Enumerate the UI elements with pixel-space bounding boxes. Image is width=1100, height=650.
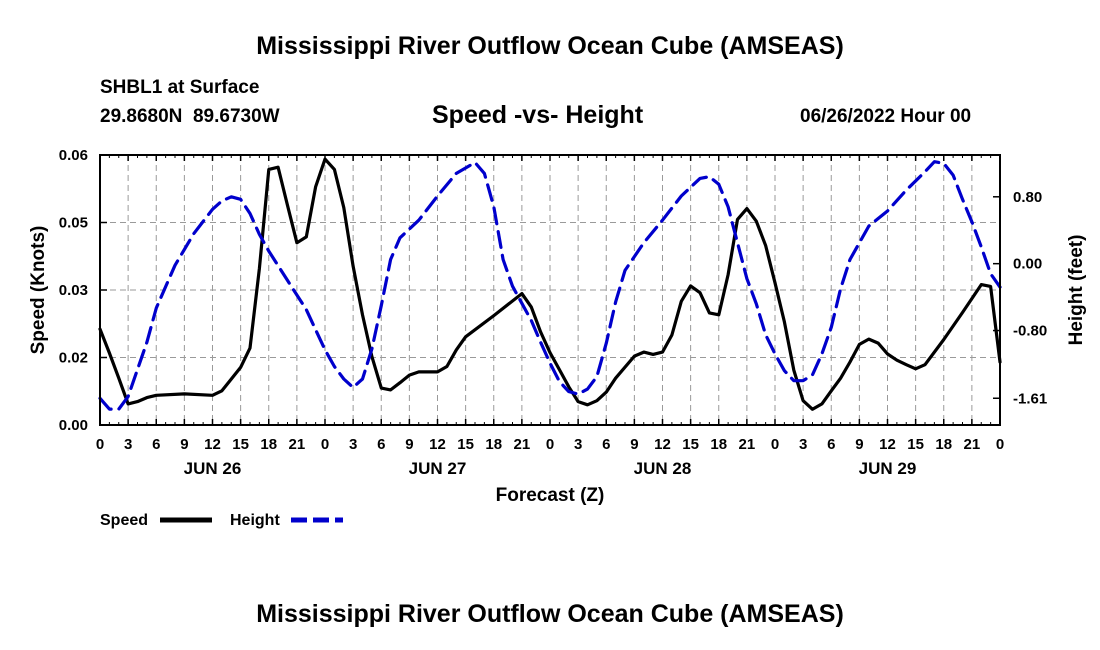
legend-speed-label: Speed xyxy=(100,512,148,529)
legend: Speed Height xyxy=(100,512,343,529)
day-label: JUN 27 xyxy=(409,459,467,478)
footer-title: Mississippi River Outflow Ocean Cube (AM… xyxy=(256,600,844,628)
x-tick-label: 0 xyxy=(996,436,1004,453)
axis-labels: 0 3 6 9 12 15 18 21 0 3 6 9 12 15 18 21 0 3 6 9 12 15 18 21 0 3 6 9… xyxy=(28,147,1087,506)
x-tick-label: 12 xyxy=(204,436,221,453)
series-lines xyxy=(98,157,1002,411)
x-tick-label: 21 xyxy=(289,436,306,453)
height-series-line xyxy=(98,160,1002,411)
x-tick-label: 12 xyxy=(879,436,896,453)
y2-tick-label: 0.00 xyxy=(1013,256,1042,273)
x-tick-label: 18 xyxy=(260,436,277,453)
x-tick-label: 3 xyxy=(799,436,807,453)
y2-tick-label: -1.61 xyxy=(1013,390,1047,407)
x-tick-label: 6 xyxy=(602,436,610,453)
x-tick-label: 3 xyxy=(349,436,357,453)
x-tick-label: 9 xyxy=(630,436,638,453)
y2-tick-label: -0.80 xyxy=(1013,323,1047,340)
y2-axis-title: Height (feet) xyxy=(1066,235,1087,346)
x-tick-label: 15 xyxy=(682,436,699,453)
x-tick-label: 18 xyxy=(935,436,952,453)
grid-lines xyxy=(100,155,1000,425)
y-tick-label: 0.05 xyxy=(59,215,88,232)
day-label: JUN 28 xyxy=(634,459,692,478)
x-tick-label: 6 xyxy=(377,436,385,453)
station-coordinates: 29.8680N 89.6730W xyxy=(100,106,280,127)
day-label: JUN 26 xyxy=(184,459,242,478)
x-tick-label: 9 xyxy=(855,436,863,453)
day-label: JUN 29 xyxy=(859,459,917,478)
y-tick-label: 0.02 xyxy=(59,350,88,367)
x-tick-label: 15 xyxy=(907,436,924,453)
x-tick-label: 21 xyxy=(739,436,756,453)
x-tick-label: 3 xyxy=(574,436,582,453)
x-axis-title: Forecast (Z) xyxy=(496,485,605,506)
x-tick-label: 18 xyxy=(710,436,727,453)
x-tick-label: 9 xyxy=(405,436,413,453)
y-axis-title: Speed (Knots) xyxy=(28,226,49,355)
x-tick-label: 21 xyxy=(964,436,981,453)
main-title: Mississippi River Outflow Ocean Cube (AM… xyxy=(256,32,844,60)
x-tick-label: 21 xyxy=(514,436,531,453)
chart-title: Speed -vs- Height xyxy=(432,101,644,129)
legend-height-label: Height xyxy=(230,512,280,529)
axes xyxy=(99,154,1001,426)
x-tick-label: 12 xyxy=(654,436,671,453)
x-tick-label: 3 xyxy=(124,436,132,453)
y2-tick-label: 0.80 xyxy=(1013,189,1042,206)
x-tick-label: 0 xyxy=(546,436,554,453)
x-tick-label: 18 xyxy=(485,436,502,453)
forecast-date: 06/26/2022 Hour 00 xyxy=(800,106,972,127)
speed-series-line xyxy=(98,157,1002,411)
x-tick-label: 0 xyxy=(321,436,329,453)
x-tick-label: 6 xyxy=(827,436,835,453)
x-tick-label: 0 xyxy=(96,436,104,453)
x-tick-label: 15 xyxy=(232,436,249,453)
station-name: SHBL1 at Surface xyxy=(100,77,260,98)
y-tick-label: 0.03 xyxy=(59,282,88,299)
x-tick-label: 12 xyxy=(429,436,446,453)
y-tick-label: 0.06 xyxy=(59,147,88,164)
x-tick-label: 0 xyxy=(771,436,779,453)
x-tick-label: 9 xyxy=(180,436,188,453)
x-tick-label: 6 xyxy=(152,436,160,453)
x-tick-label: 15 xyxy=(457,436,474,453)
y-tick-label: 0.00 xyxy=(59,417,88,434)
